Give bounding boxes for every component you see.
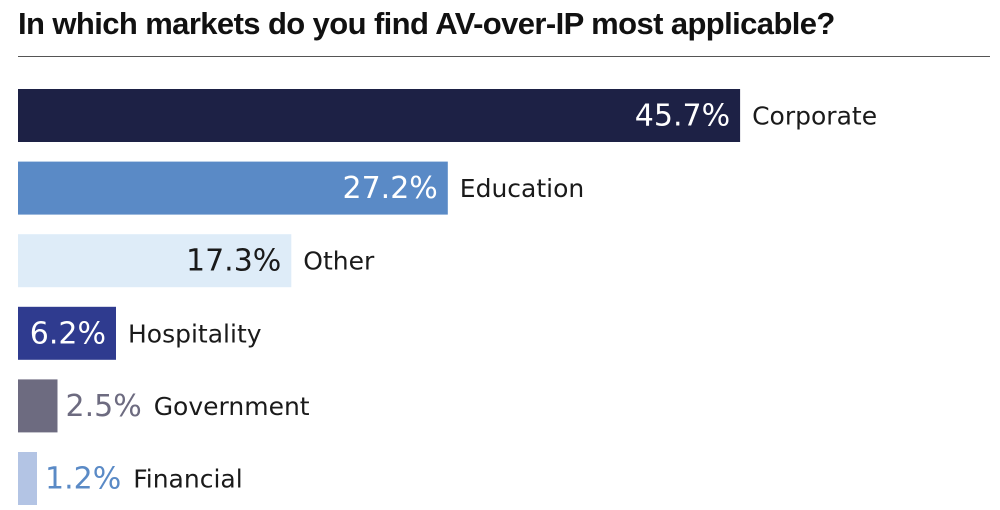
bar-corporate xyxy=(18,89,741,142)
bar-education xyxy=(18,161,448,215)
value-label-corporate: 45.7% xyxy=(635,99,730,134)
value-label-financial: 1.2% xyxy=(45,462,121,497)
category-label-financial: Financial xyxy=(133,465,242,494)
bar-financial xyxy=(18,452,37,505)
category-label-education: Education xyxy=(460,174,584,203)
bar-other xyxy=(18,234,292,288)
title-divider xyxy=(18,56,990,57)
bar-hospitality xyxy=(18,306,116,360)
chart-title: In which markets do you find AV-over-IP … xyxy=(18,6,835,41)
value-label-hospitality: 6.2% xyxy=(30,316,106,351)
value-label-government: 2.5% xyxy=(66,389,142,424)
category-label-government: Government xyxy=(154,392,310,421)
category-label-corporate: Corporate xyxy=(752,102,877,131)
bar-government xyxy=(18,379,58,433)
value-label-other: 17.3% xyxy=(186,244,281,279)
category-label-other: Other xyxy=(303,247,375,276)
value-label-education: 27.2% xyxy=(342,171,437,206)
category-label-hospitality: Hospitality xyxy=(128,319,262,348)
